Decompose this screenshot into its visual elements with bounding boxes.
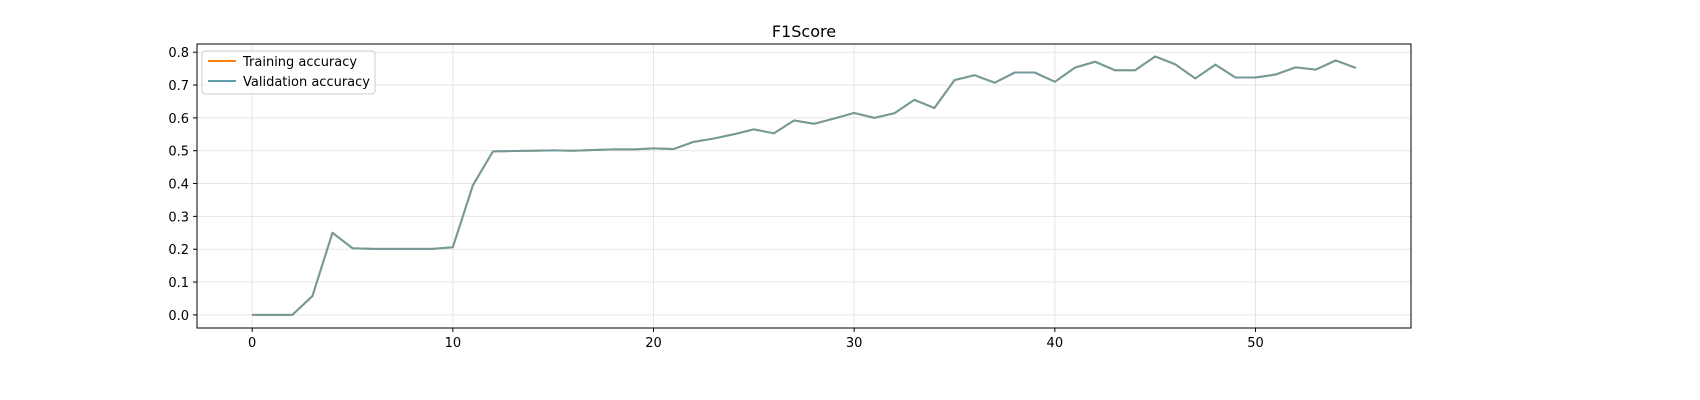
chart-title: F1Score	[772, 22, 836, 41]
y-tick-label: 0.3	[168, 210, 189, 225]
validation-accuracy-line	[252, 55, 1357, 316]
y-tick-label: 0.2	[168, 243, 189, 258]
x-axis: 0 10 20 30 40 50	[248, 328, 1264, 351]
y-tick-label: 0.8	[168, 46, 189, 61]
y-tick-label: 0.1	[168, 276, 189, 291]
training-accuracy-line	[252, 55, 1357, 316]
plot-frame	[196, 43, 1412, 329]
x-tick-label: 40	[1047, 336, 1064, 351]
grid	[197, 44, 1411, 328]
x-tick-label: 20	[645, 336, 662, 351]
series-lines	[252, 55, 1357, 316]
legend-label-training: Training accuracy	[242, 55, 357, 70]
y-axis: 0.0 0.1 0.2 0.3 0.4 0.5 0.6 0.7 0.8	[168, 46, 197, 324]
x-tick-label: 10	[445, 336, 462, 351]
y-tick-label: 0.0	[168, 309, 189, 324]
legend: Training accuracy Validation accuracy	[201, 50, 376, 95]
y-tick-label: 0.4	[168, 178, 189, 193]
y-tick-label: 0.7	[168, 79, 189, 94]
legend-label-validation: Validation accuracy	[243, 75, 370, 90]
y-tick-label: 0.6	[168, 112, 189, 127]
x-tick-label: 0	[248, 336, 256, 351]
x-tick-label: 30	[846, 336, 863, 351]
x-tick-label: 50	[1247, 336, 1264, 351]
y-tick-label: 0.5	[168, 145, 189, 160]
legend-box	[201, 50, 376, 95]
